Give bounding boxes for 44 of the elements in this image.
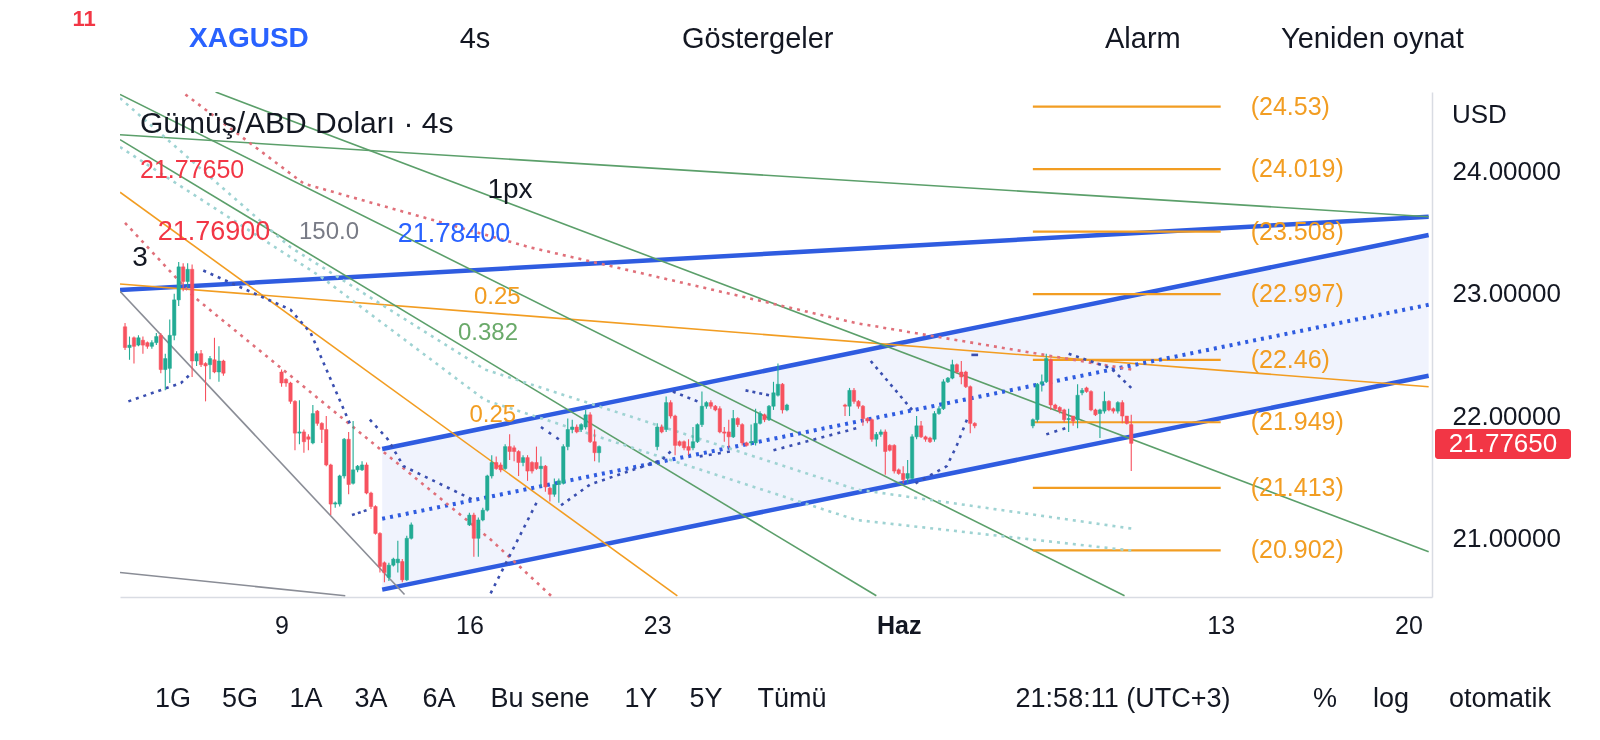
text: Bu sene [490,683,590,713]
text: 21:58:11 (UTC+3) [1015,683,1231,713]
series-label: (24.53) [1250,91,1330,120]
text: Yeniden oynat [1281,22,1464,54]
annotation: 150.0 [298,217,360,244]
text: XAGUSD [189,22,309,53]
x-tick-label: 9 [275,610,290,639]
text: 11 [72,6,96,31]
series-label: (24.019) [1250,154,1344,183]
annotation: 1px [487,173,533,204]
text: Alarm [1105,22,1181,54]
text: USD [1452,99,1507,129]
text: 21.77650 [1448,428,1558,458]
text: Göstergeler [682,22,834,54]
series-label: (20.902) [1250,535,1344,564]
annotation: 3 [132,241,148,272]
y-tick-label: 24.00000 [1452,155,1561,186]
text: 5G [221,683,259,713]
x-tick-label: 16 [455,610,484,639]
series-label: (22.997) [1250,279,1344,308]
annotation: 0.25 [469,400,517,428]
x-tick-label: 13 [1207,610,1236,639]
annotation: 0.25 [473,281,521,309]
y-tick-label: 22.00000 [1452,400,1561,431]
annotation: 0.382 [457,318,519,345]
series-label: (21.413) [1250,472,1344,501]
text: 1Y [624,683,658,713]
x-tick-label: 20 [1395,610,1423,639]
series-label: (22.46) [1250,344,1330,373]
text: 6A [422,683,456,713]
text: otomatik [1448,683,1552,713]
series-label: (21.949) [1250,407,1344,436]
text: Tümü [757,683,827,713]
x-tick-label: Haz [876,610,922,639]
text: 1A [289,683,323,713]
text: % [1312,683,1338,713]
text: 5Y [689,683,723,713]
y-tick-label: 21.00000 [1452,522,1561,553]
text: log [1372,683,1410,713]
y-tick-label: 23.00000 [1452,278,1561,309]
text: 3A [354,683,388,713]
x-tick-label: 23 [643,610,672,639]
text: 4s [459,22,491,54]
text: 1G [154,683,192,713]
